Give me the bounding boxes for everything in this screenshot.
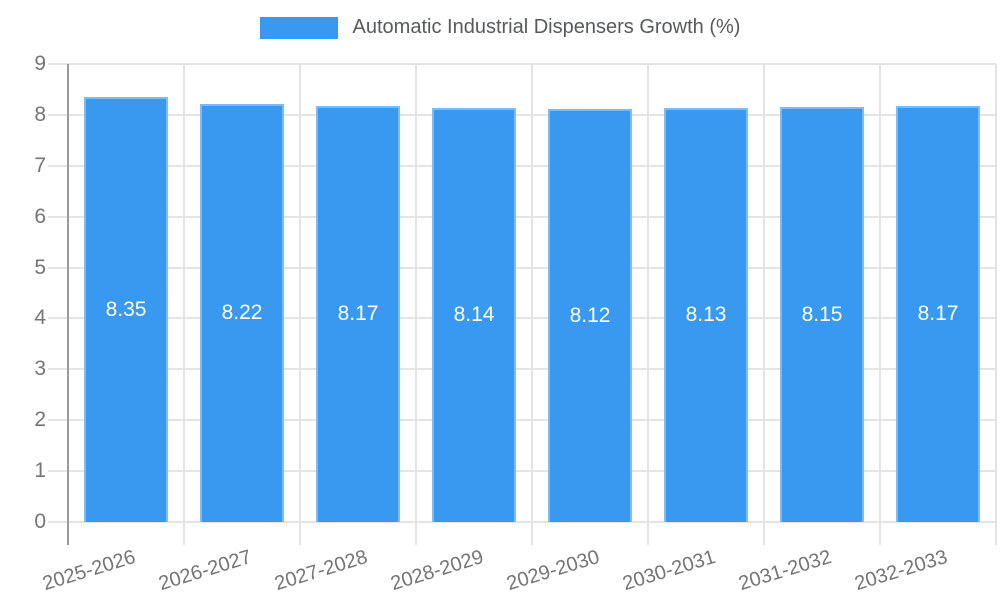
bar <box>432 108 516 522</box>
bar-value-label: 8.13 <box>685 303 727 326</box>
chart-legend: Automatic Industrial Dispensers Growth (… <box>0 16 1000 39</box>
bar <box>200 104 284 522</box>
y-gridline <box>48 521 996 523</box>
x-gridline <box>879 64 881 545</box>
bar-value-label: 8.17 <box>917 302 959 325</box>
x-gridline <box>531 64 533 545</box>
x-gridline <box>995 64 997 545</box>
bar <box>896 106 980 522</box>
y-gridline <box>48 165 996 167</box>
y-gridline <box>48 216 996 218</box>
y-tick-label: 5 <box>34 256 46 279</box>
x-gridline <box>183 64 185 545</box>
x-gridline <box>763 64 765 545</box>
y-gridline <box>48 267 996 269</box>
bar-value-label: 8.12 <box>569 304 611 327</box>
bar <box>664 108 748 522</box>
x-gridline <box>299 64 301 545</box>
x-tick-label: 2028-2029 <box>388 546 487 596</box>
bar <box>548 109 632 522</box>
y-tick-label: 9 <box>34 52 46 75</box>
y-gridline <box>48 114 996 116</box>
bar <box>780 107 864 522</box>
y-tick-label: 6 <box>34 205 46 228</box>
x-tick-label: 2026-2027 <box>156 546 255 596</box>
bar-value-label: 8.22 <box>221 301 263 324</box>
x-tick-label: 2029-2030 <box>504 546 603 596</box>
legend-swatch <box>259 16 338 39</box>
bar-value-label: 8.17 <box>337 302 379 325</box>
x-gridline <box>647 64 649 545</box>
y-gridline <box>48 470 996 472</box>
y-gridline <box>48 317 996 319</box>
chart-title: Automatic Industrial Dispensers Growth (… <box>352 16 741 38</box>
x-tick-label: 2027-2028 <box>272 546 371 596</box>
bar-value-label: 8.14 <box>453 303 495 326</box>
x-tick-label: 2025-2026 <box>40 546 139 596</box>
y-tick-label: 2 <box>34 408 46 431</box>
y-tick-label: 8 <box>34 103 46 126</box>
y-tick-label: 3 <box>34 357 46 380</box>
y-gridline <box>48 419 996 421</box>
y-tick-label: 1 <box>34 459 46 482</box>
bar <box>84 97 168 522</box>
y-gridline <box>48 368 996 370</box>
x-tick-label: 2031-2032 <box>736 546 835 596</box>
y-tick-label: 7 <box>34 154 46 177</box>
x-gridline <box>415 64 417 545</box>
y-axis-line <box>67 64 69 545</box>
x-tick-label: 2032-2033 <box>852 546 951 596</box>
y-tick-label: 4 <box>34 306 46 329</box>
y-gridline <box>48 63 996 65</box>
bar-value-label: 8.15 <box>801 303 843 326</box>
y-tick-label: 0 <box>34 510 46 533</box>
bar <box>316 106 400 522</box>
x-tick-label: 2030-2031 <box>620 546 719 596</box>
bar-value-label: 8.35 <box>105 298 147 321</box>
